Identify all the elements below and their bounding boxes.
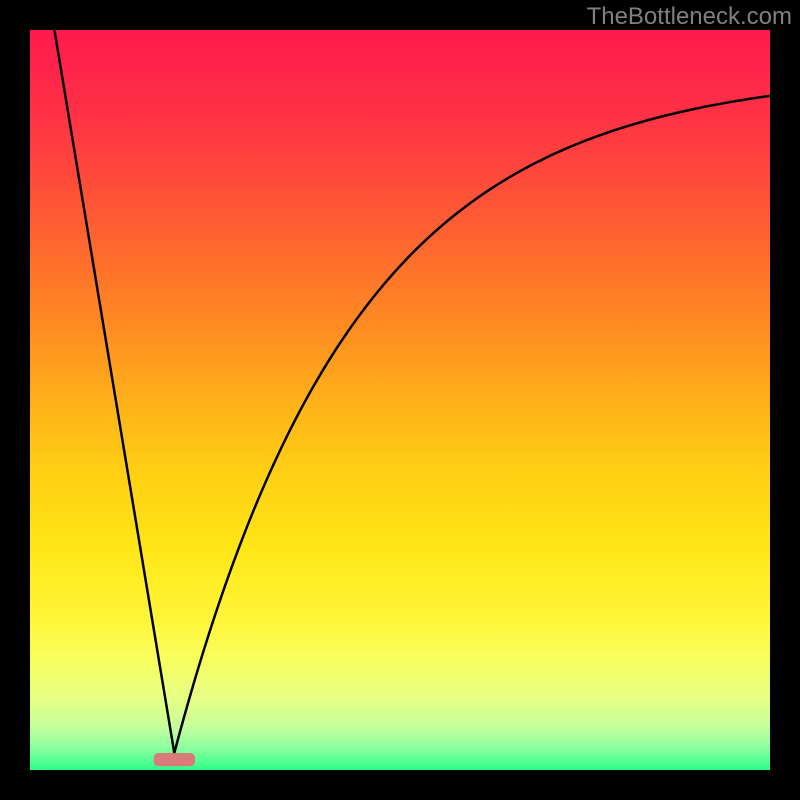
minimum-marker bbox=[154, 753, 195, 766]
bottleneck-chart: TheBottleneck.com bbox=[0, 0, 800, 800]
watermark-text: TheBottleneck.com bbox=[587, 3, 792, 30]
plot-background bbox=[30, 30, 770, 770]
